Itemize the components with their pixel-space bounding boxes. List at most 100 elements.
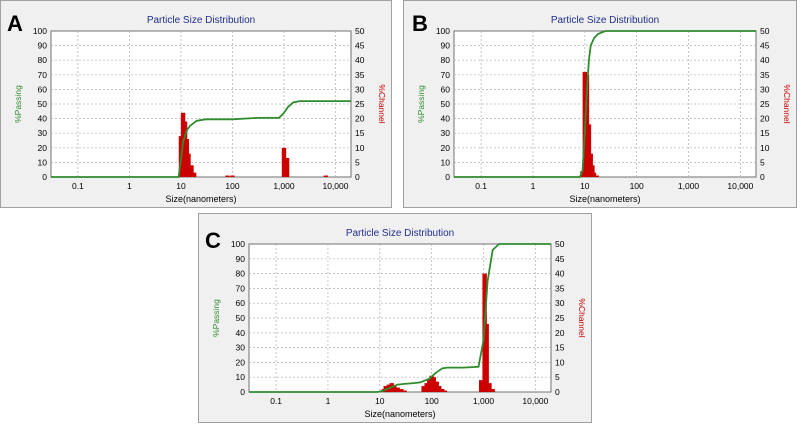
y-right-tick-label: 0 [355,172,360,182]
y-right-tick-label: 15 [760,128,770,138]
y-right-tick-label: 40 [555,269,565,279]
channel-bar [424,383,429,392]
y-left-axis-label: %Passing [13,85,23,123]
channel-bar [442,390,448,392]
y-left-tick-label: 0 [240,387,245,397]
y-left-tick-label: 70 [441,70,451,80]
channel-bar [591,172,597,177]
x-axis-label: Size(nanometers) [569,194,640,204]
y-left-axis-label: %Passing [211,299,221,337]
x-tick-label: 1 [127,181,132,191]
panel-label-b: B [412,11,428,36]
channel-bar [399,389,404,392]
channel-bar [590,165,595,177]
x-tick-label: 10,000 [522,396,548,406]
y-right-tick-label: 10 [555,357,565,367]
y-left-tick-label: 20 [441,143,451,153]
y-left-tick-label: 50 [441,99,451,109]
y-left-tick-label: 60 [236,298,246,308]
x-tick-label: 0.1 [475,181,487,191]
y-left-tick-label: 50 [38,99,48,109]
y-left-tick-label: 90 [38,41,48,51]
channel-bar [191,172,197,177]
y-left-tick-label: 80 [441,55,451,65]
y-left-tick-label: 40 [38,114,48,124]
x-tick-label: 1 [326,396,331,406]
y-right-tick-label: 25 [355,99,365,109]
y-right-tick-label: 5 [555,372,560,382]
chart-title: Particle Size Distribution [346,228,454,239]
y-right-tick-label: 35 [760,70,770,80]
y-right-axis-label: %Channel [577,298,587,337]
y-left-tick-label: 10 [38,157,48,167]
channel-bar [284,158,290,177]
x-tick-label: 100 [630,181,644,191]
plot-area [248,243,552,393]
channel-bar [189,165,194,177]
y-left-tick-label: 80 [38,55,48,65]
y-right-tick-label: 20 [555,328,565,338]
x-tick-label: 10,000 [322,181,348,191]
y-right-tick-label: 20 [355,114,365,124]
x-axis-label: Size(nanometers) [165,194,236,204]
passing-line [51,100,351,178]
chart-panel-a: Particle Size Distribution 0.1 1 10 10 0 1,000… [0,0,392,208]
channel-bar [421,386,426,392]
channel-bar [580,171,585,177]
y-left-tick-label: 100 [436,26,450,36]
y-right-tick-label: 50 [760,26,770,36]
channel-bar [427,378,432,392]
chart-title: Particle Size Distribution [147,15,255,26]
channel-bar [230,175,235,177]
y-left-tick-label: 40 [441,114,451,124]
chart-panel-b: Particle Size Distribution 0.1 1 10 100 1,000… [403,0,797,208]
y-right-tick-label: 30 [760,84,770,94]
y-right-tick-label: 20 [760,114,770,124]
x-tick-label: 1,000 [273,181,295,191]
x-tick-label: 10 [375,396,385,406]
channel-bar [225,175,230,177]
passing-line [249,243,551,393]
y-right-tick-label: 15 [555,343,565,353]
channel-bar [395,387,400,392]
x-tick-label: 10 [580,181,590,191]
y-left-tick-label: 0 [42,172,47,182]
x-tick-label: 0.1 [72,181,84,191]
chart-panel-c: Particle Size Distribution 0.1 1 10 100 1,000… [198,213,592,423]
chart-a: Particle Size Distribution 0.1 1 10 10 0 1,000… [13,15,387,204]
x-tick-label: 0.1 [270,396,282,406]
channel-bar [594,175,599,177]
y-right-axis-label: %Channel [377,84,387,123]
y-left-tick-label: 10 [441,157,451,167]
y-left-tick-label: 30 [441,128,451,138]
y-right-tick-label: 40 [760,55,770,65]
y-right-axis-label: %Channel [782,84,792,123]
y-left-tick-label: 20 [236,357,246,367]
y-right-tick-label: 45 [760,41,770,51]
x-tick-label: 10 [176,181,186,191]
channel-bar [281,147,287,177]
panel-label-c: C [205,228,221,253]
plot-area [453,30,757,178]
y-right-tick-label: 5 [760,157,765,167]
x-tick-label: 1 [531,181,536,191]
x-tick-label: 100 [425,396,439,406]
y-right-tick-label: 0 [760,172,765,182]
y-left-tick-label: 100 [231,239,245,249]
x-tick-label: 10,000 [727,181,753,191]
channel-bar [323,175,329,177]
y-left-tick-label: 20 [38,143,48,153]
passing-line [454,30,756,178]
y-right-tick-label: 0 [555,387,560,397]
channel-bar [487,383,492,392]
y-left-tick-label: 90 [441,41,451,51]
chart-title: Particle Size Distribution [551,15,659,26]
channel-bar [434,381,439,392]
y-left-tick-label: 10 [236,372,246,382]
y-right-tick-label: 30 [355,84,365,94]
channel-bar [392,386,397,392]
y-right-tick-label: 50 [355,26,365,36]
y-left-tick-label: 80 [236,269,246,279]
